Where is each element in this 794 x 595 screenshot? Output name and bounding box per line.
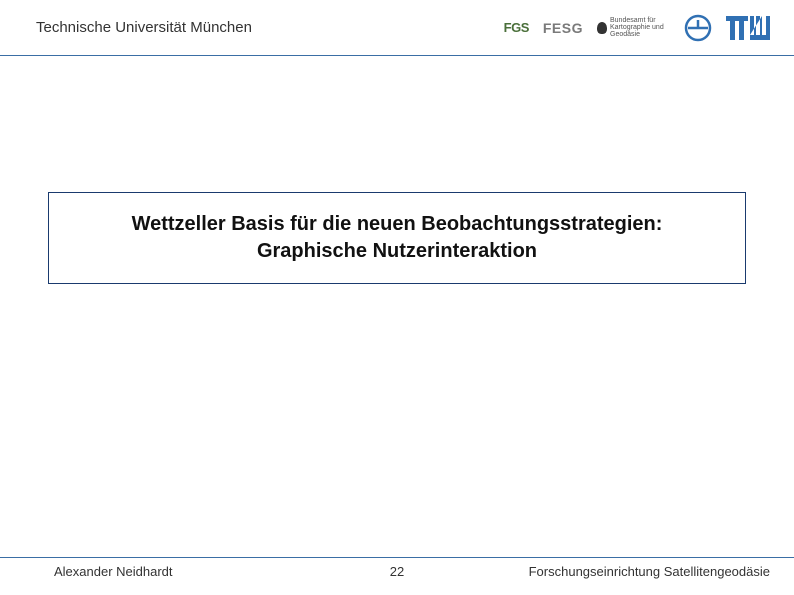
footer-institute: Forschungseinrichtung Satellitengeodäsie xyxy=(529,564,770,579)
logo-strip: FGS FESG Bundesamt für Kartographie und … xyxy=(504,14,770,42)
fgs-logo: FGS xyxy=(504,20,529,35)
university-name: Technische Universität München xyxy=(36,19,252,36)
footer: Alexander Neidhardt 22 Forschungseinrich… xyxy=(0,557,794,579)
header: Technische Universität München FGS FESG … xyxy=(0,0,794,56)
fesg-logo: FESG xyxy=(543,20,583,36)
slide: Technische Universität München FGS FESG … xyxy=(0,0,794,595)
circle-icon xyxy=(684,14,712,42)
footer-author: Alexander Neidhardt xyxy=(54,564,173,579)
footer-page-number: 22 xyxy=(390,564,404,579)
bund-logo-text: Bundesamt für Kartographie und Geodäsie xyxy=(610,17,670,38)
title-block: Wettzeller Basis für die neuen Beobachtu… xyxy=(48,192,746,284)
title-line-1: Wettzeller Basis für die neuen Beobachtu… xyxy=(61,211,733,238)
eagle-icon xyxy=(597,22,607,34)
tum-logo xyxy=(726,16,770,40)
circle-logo xyxy=(684,14,712,42)
bund-logo: Bundesamt für Kartographie und Geodäsie xyxy=(597,17,670,38)
title-line-2: Graphische Nutzerinteraktion xyxy=(61,238,733,265)
tum-icon xyxy=(726,16,770,40)
